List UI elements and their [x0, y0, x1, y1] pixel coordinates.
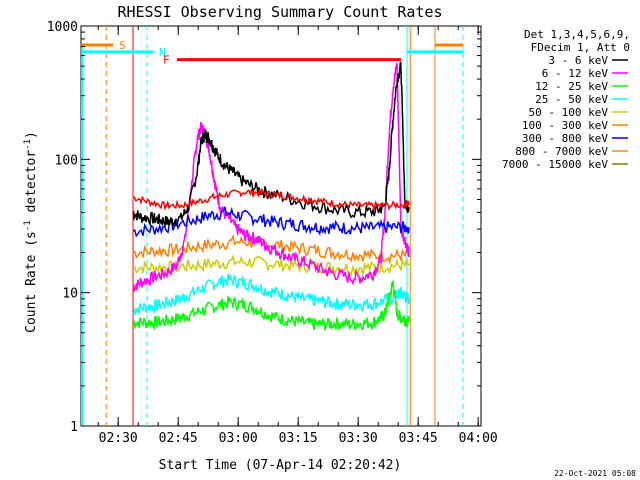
x-tick-label: 02:45 [159, 431, 198, 446]
axis-layer: 1 10 100 1000 02:30 02:45 03:00 03:15 03:30 03:45… [47, 20, 498, 446]
series-line [132, 186, 410, 211]
y-tick-label: 10 [62, 287, 78, 302]
x-tick-label: 03:45 [399, 431, 438, 446]
plot-frame [80, 25, 482, 427]
footer-timestamp: 22-Oct-2021 05:08 [554, 469, 636, 478]
chart-title: RHESSI Observing Summary Count Rates [117, 3, 442, 21]
legend-label: 100 - 300 keV [522, 119, 608, 132]
series-layer: S NF [81, 26, 464, 426]
legend-header: FDecim 1, Att 0 [531, 41, 630, 54]
x-tick-label: 04:00 [459, 431, 498, 446]
x-tick-label: 03:15 [279, 431, 318, 446]
x-tick-label: 02:30 [99, 431, 138, 446]
series-line [132, 206, 410, 238]
series-line [132, 273, 410, 317]
marker-label: F [163, 54, 170, 67]
legend-label: 800 - 7000 keV [515, 145, 608, 158]
legend-label: 12 - 25 keV [535, 80, 608, 93]
marker-label: N [159, 46, 166, 59]
y-tick-label: 1 [70, 420, 78, 435]
legend-label: 3 - 6 keV [548, 54, 608, 67]
legend-label: 7000 - 15000 keV [502, 158, 608, 171]
legend-label: 300 - 800 keV [522, 132, 608, 145]
y-tick-label: 1000 [47, 20, 78, 35]
legend-label: 50 - 100 keV [529, 106, 609, 119]
legend-label: 25 - 50 keV [535, 93, 608, 106]
series-line [132, 254, 410, 277]
y-tick-label: 100 [55, 153, 78, 168]
legend-header: Det 1,3,4,5,6,9, [524, 28, 630, 41]
y-axis-label: Count Rate (s-1 detector-1) [23, 131, 39, 333]
x-axis-label: Start Time (07-Apr-14 02:20:42) [159, 458, 402, 473]
series-line [132, 280, 410, 332]
x-tick-label: 03:00 [219, 431, 258, 446]
series-line [132, 62, 410, 292]
legend: Det 1,3,4,5,6,9,FDecim 1, Att 03 - 6 keV… [502, 28, 630, 171]
x-tick-label: 03:30 [339, 431, 378, 446]
legend-label: 6 - 12 keV [542, 67, 609, 80]
series-line [132, 61, 410, 228]
marker-label: S [119, 39, 126, 52]
